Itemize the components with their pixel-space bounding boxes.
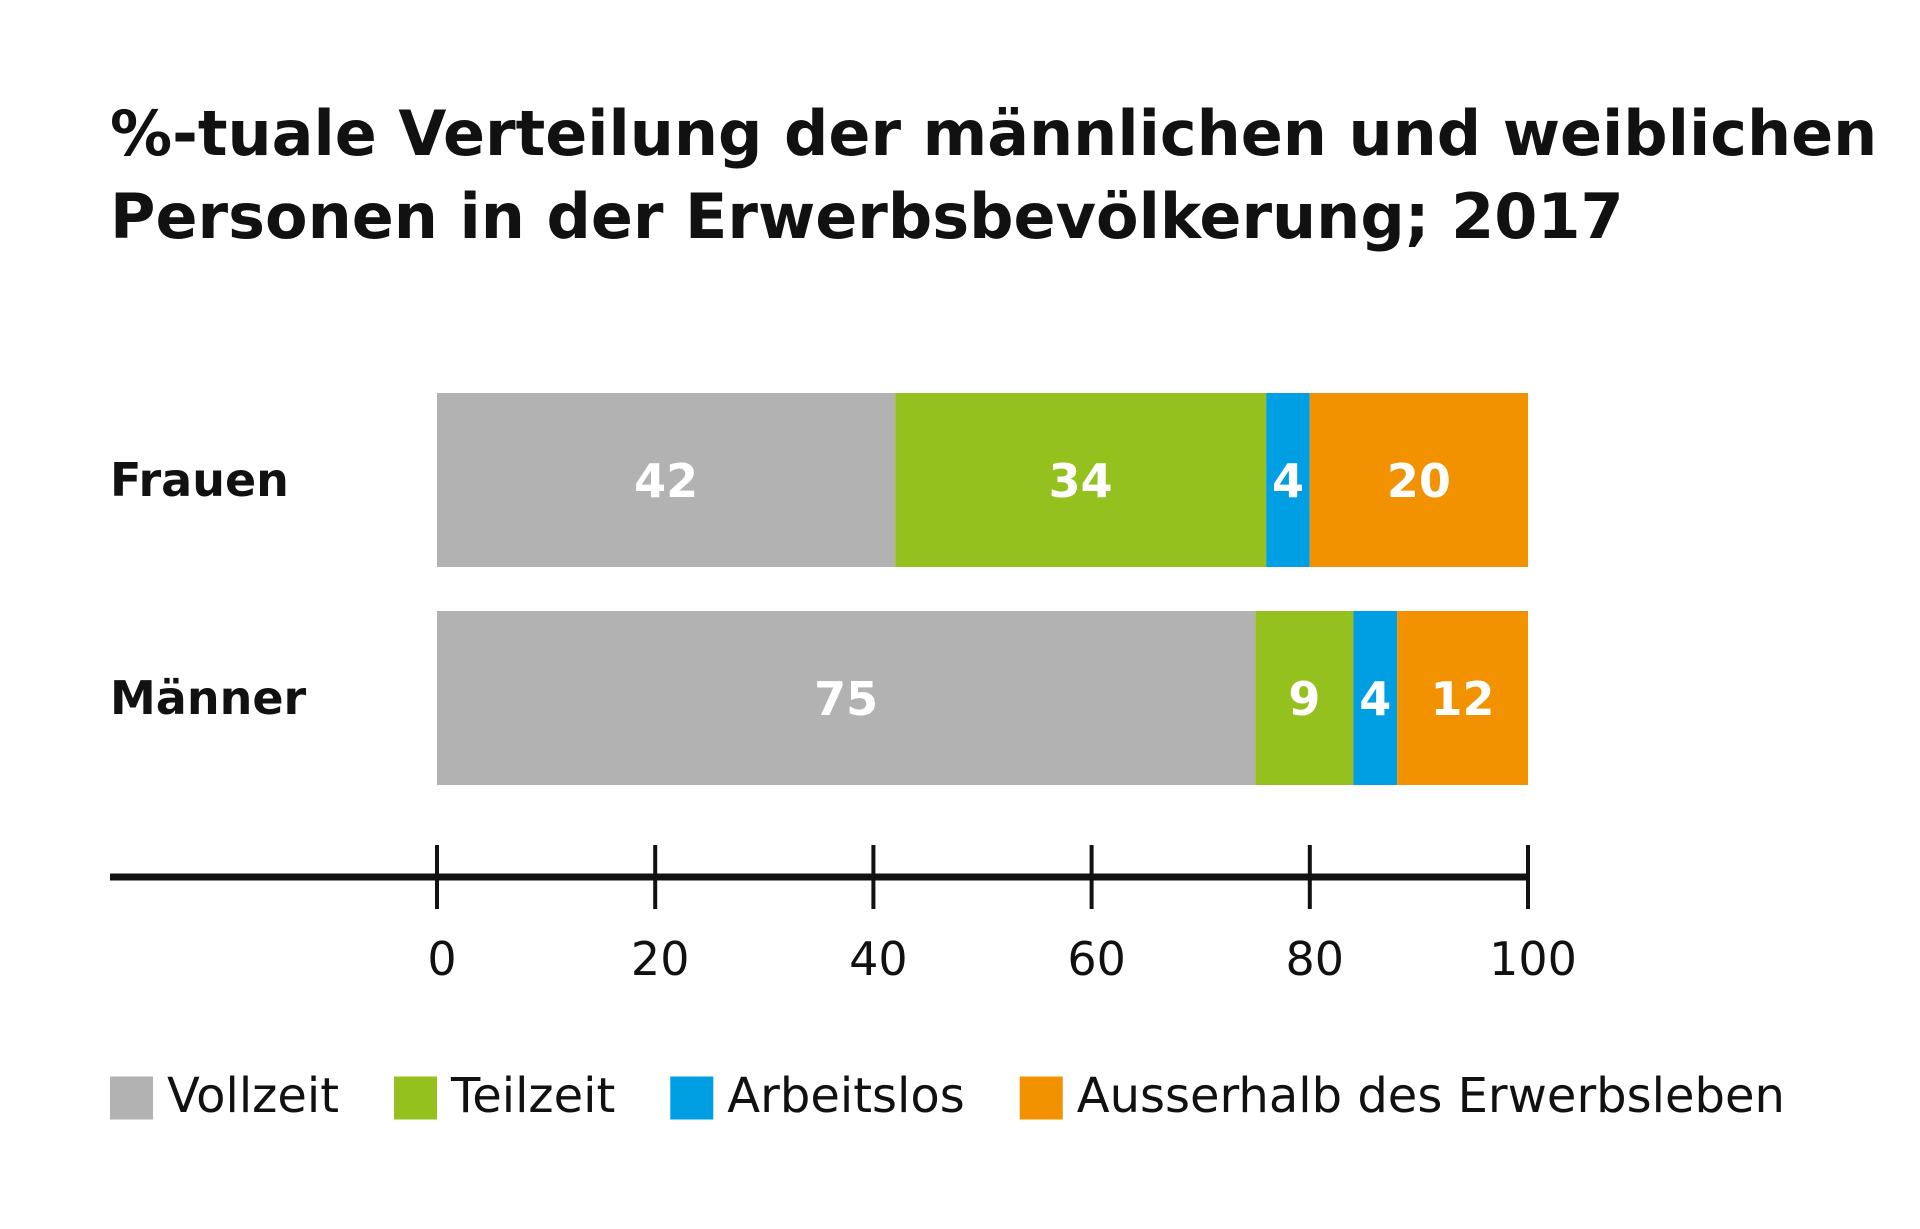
legend: Vollzeit Teilzeit Arbeitslos Ausserhalb des… [110, 1068, 1785, 1124]
category-label: Frauen [110, 453, 289, 507]
bar-segment [1309, 393, 1528, 567]
x-tick-label: 0 [427, 932, 456, 986]
legend-swatch [670, 1076, 714, 1120]
x-tick-label: 80 [1286, 932, 1345, 986]
x-axis: 0 20 40 60 80 100 [110, 845, 1577, 986]
bar-segment [437, 393, 896, 567]
bar-segment [1397, 611, 1528, 785]
legend-item: Ausserhalb des Erwerbsleben [1019, 1068, 1785, 1124]
chart-title-line-2: Personen in der Erwerbsbevölkerung; 2017 [110, 180, 1624, 253]
bar-segment [1353, 611, 1398, 785]
legend-item: Vollzeit [110, 1068, 339, 1124]
bars [437, 393, 1528, 785]
bar-segment [1266, 393, 1310, 567]
data-label: 20 [1387, 454, 1451, 508]
chart-title: %-tuale Verteilung der männlichen und we… [110, 97, 1877, 253]
data-label: 4 [1359, 672, 1391, 726]
data-label: 9 [1288, 672, 1320, 726]
category-label: Männer [110, 671, 307, 725]
data-label: 42 [634, 454, 698, 508]
legend-swatch [1019, 1076, 1063, 1120]
legend-label: Vollzeit [167, 1068, 339, 1124]
data-label: 12 [1431, 672, 1495, 726]
x-tick-label: 20 [631, 932, 690, 986]
x-tick-label: 40 [849, 932, 908, 986]
legend-label: Ausserhalb des Erwerbsleben [1077, 1068, 1785, 1124]
bar-segment [895, 393, 1267, 567]
bar-segment [1255, 611, 1354, 785]
data-label: 34 [1049, 454, 1113, 508]
category-labels: Frauen Männer [110, 453, 307, 725]
legend-label: Arbeitslos [727, 1068, 964, 1124]
legend-swatch [394, 1076, 438, 1120]
bar-segment [437, 611, 1256, 785]
legend-label: Teilzeit [450, 1068, 615, 1124]
data-label: 4 [1272, 454, 1304, 508]
legend-item: Arbeitslos [670, 1068, 965, 1124]
x-tick-label: 60 [1067, 932, 1126, 986]
x-tick-label: 100 [1489, 932, 1577, 986]
legend-item: Teilzeit [394, 1068, 615, 1124]
chart-title-line-1: %-tuale Verteilung der männlichen und we… [110, 97, 1877, 170]
legend-swatch [110, 1076, 153, 1120]
data-label: 75 [814, 672, 878, 726]
